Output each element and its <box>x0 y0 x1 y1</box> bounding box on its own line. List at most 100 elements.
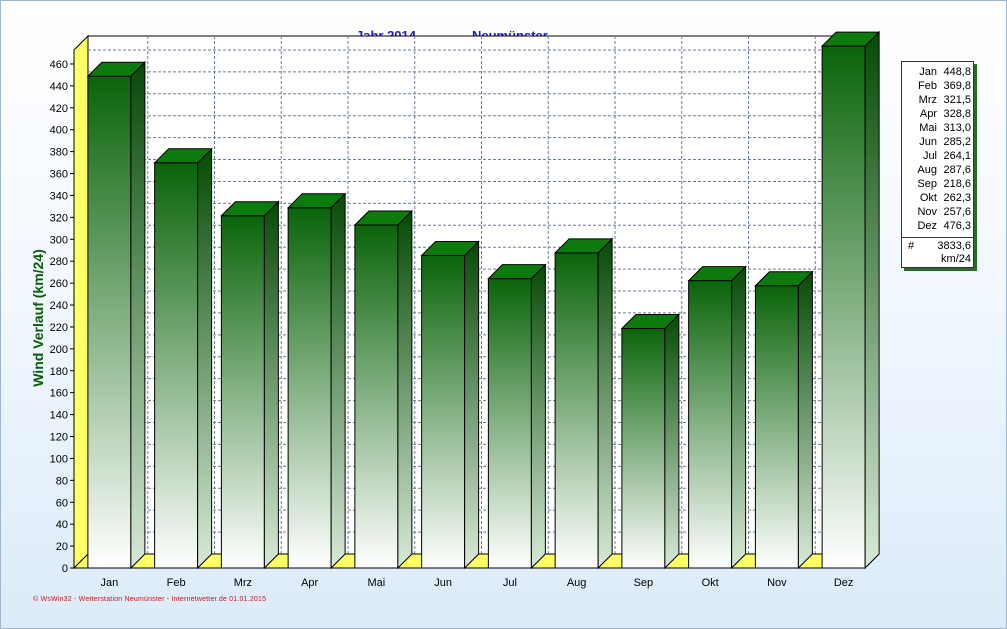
legend-month: Sep <box>917 178 937 190</box>
bar-dez <box>820 30 881 570</box>
legend-month: Jun <box>919 136 937 148</box>
bar-sep <box>620 313 681 570</box>
legend-value: 328,8 <box>943 108 971 120</box>
legend-value: 285,2 <box>943 136 971 148</box>
y-tick-label: 140 <box>50 410 68 422</box>
bar-side <box>197 147 213 570</box>
y-tick-label: 380 <box>50 147 68 159</box>
legend-row: Sep 218,6 <box>902 177 973 191</box>
y-tick-label: 320 <box>50 212 68 224</box>
y-tick-label: 0 <box>62 563 68 575</box>
legend-value: 218,6 <box>943 178 971 190</box>
y-tick-label: 440 <box>50 81 68 93</box>
x-tick-label: Okt <box>702 577 719 589</box>
y-tick-label: 160 <box>50 388 68 400</box>
legend-row: Mai 313,0 <box>902 121 973 135</box>
bar-top <box>286 193 347 209</box>
bar-front <box>487 278 532 569</box>
x-tick-label: Jan <box>101 577 119 589</box>
y-tick-label: 240 <box>50 300 68 312</box>
x-tick-label: Mai <box>368 577 386 589</box>
bar-top <box>553 238 614 254</box>
legend-month: Nov <box>917 206 937 218</box>
bar-side <box>263 200 279 570</box>
bar-jun <box>420 240 480 570</box>
y-tick-label: 80 <box>56 475 68 487</box>
bar-jan <box>86 61 147 570</box>
bar-okt <box>687 265 747 570</box>
x-tick-label: Dez <box>834 577 854 589</box>
bar-side <box>330 192 346 570</box>
legend-total-unit: km/24 <box>941 253 971 265</box>
bar-front <box>354 224 399 569</box>
x-tick-label: Aug <box>567 577 587 589</box>
legend-row: Dez 476,3 <box>902 219 973 233</box>
y-tick-label: 300 <box>50 234 68 246</box>
y-tick-label: 100 <box>50 453 68 465</box>
bar-top <box>687 266 747 282</box>
bar-nov <box>754 270 814 570</box>
bar-side <box>864 30 880 570</box>
bar-front <box>621 327 666 569</box>
y-tick-label: 400 <box>50 125 68 137</box>
y-tick-label: 420 <box>50 103 68 115</box>
bar-top <box>487 264 547 280</box>
y-tick-label: 40 <box>56 519 68 531</box>
y-tick-label: 340 <box>50 190 68 202</box>
legend-month: Dez <box>917 220 937 232</box>
bar-mai <box>353 209 414 570</box>
y-tick-label: 120 <box>50 432 68 444</box>
bar-top <box>153 148 213 164</box>
legend-month: Feb <box>918 80 937 92</box>
bar-top <box>820 31 881 47</box>
legend-month: Aug <box>917 164 937 176</box>
bar-side <box>530 263 546 570</box>
bar-side <box>664 313 680 570</box>
bar-feb <box>153 147 213 570</box>
legend-row: Mrz 321,5 <box>902 93 973 107</box>
bar-side <box>130 61 146 570</box>
bar-side <box>397 209 413 570</box>
legend-row: Apr 328,8 <box>902 107 973 121</box>
bar-front <box>87 75 132 569</box>
legend-month: Mai <box>919 122 937 134</box>
bar-top <box>353 210 414 226</box>
legend-row: Jan 448,8 <box>902 65 973 79</box>
legend-row: Feb 369,8 <box>902 79 973 93</box>
x-tick-label: Nov <box>767 577 787 589</box>
bar-front <box>688 280 733 569</box>
bar-front <box>421 254 466 569</box>
bar-side <box>464 240 480 570</box>
x-tick-label: Apr <box>301 577 318 589</box>
bar-front <box>754 285 799 569</box>
legend-total-symbol: # <box>908 240 915 252</box>
legend-month: Okt <box>919 192 937 204</box>
legend-value: 257,6 <box>943 206 971 218</box>
legend-value: 321,5 <box>943 94 971 106</box>
bar-top <box>420 240 480 256</box>
legend-row: Okt 262,3 <box>902 191 973 205</box>
bar-front <box>220 215 265 569</box>
bar-side <box>597 237 613 570</box>
legend-row: Jul 264,1 <box>902 149 973 163</box>
bar-front <box>154 162 199 569</box>
x-tick-label: Sep <box>634 577 654 589</box>
bar-top <box>86 61 147 77</box>
legend-value: 287,6 <box>943 164 971 176</box>
legend-row: Aug 287,6 <box>902 163 973 177</box>
y-tick-label: 280 <box>50 256 68 268</box>
legend-value: 369,8 <box>943 80 971 92</box>
x-tick-label: Jun <box>434 577 452 589</box>
y-tick-label: 460 <box>50 59 68 71</box>
y-tick-label: 60 <box>56 497 68 509</box>
legend-value: 476,3 <box>943 220 971 232</box>
legend-value: 313,0 <box>943 122 971 134</box>
x-tick-label: Mrz <box>234 577 252 589</box>
y-tick-label: 220 <box>50 322 68 334</box>
bar-top <box>220 201 280 217</box>
bar-top <box>620 313 681 329</box>
legend-month: Jul <box>922 150 937 162</box>
bar-front <box>554 252 599 569</box>
bar-jul <box>487 263 547 570</box>
